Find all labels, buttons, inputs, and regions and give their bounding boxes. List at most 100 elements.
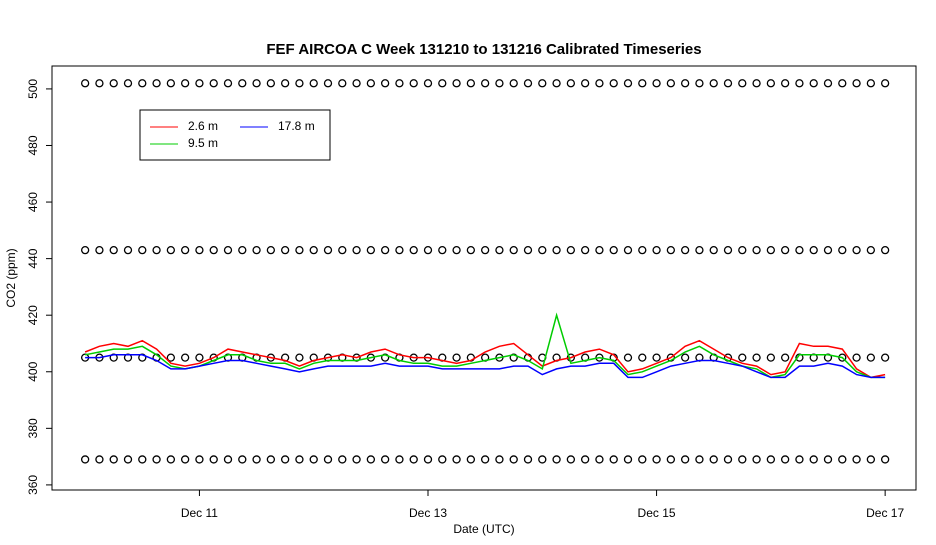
data-point [338,455,347,464]
data-point [580,79,590,88]
y-axis-label: CO2 (ppm) [4,248,18,307]
data-point [795,455,804,464]
data-point [852,455,861,464]
data-point [195,245,204,255]
data-point [838,455,847,464]
data-point [623,353,633,362]
data-point [852,245,861,255]
data-point [695,245,704,255]
data-point [623,79,633,88]
data-point [780,455,790,464]
data-point [295,353,304,362]
data-point [509,79,518,88]
data-point [123,79,133,88]
data-point [238,455,247,464]
data-point [695,455,704,464]
x-tick-label: Dec 11 [181,506,218,520]
data-point [423,79,433,88]
data-point [652,79,661,88]
data-point [423,455,433,464]
data-point [538,245,547,255]
data-point [695,79,704,88]
data-point [452,353,461,362]
data-point [652,245,661,255]
data-point [680,245,690,255]
data-point [152,455,161,464]
data-point [609,79,618,88]
data-point [423,245,433,255]
data-point [409,245,418,255]
data-point [752,455,761,464]
data-point [380,245,390,255]
chart-title: FEF AIRCOA C Week 131210 to 131216 Calib… [266,41,701,58]
data-point [738,79,747,88]
series-line [84,312,886,379]
data-point [109,455,118,464]
data-point [752,353,761,362]
data-point [95,455,104,464]
data-point [866,79,876,88]
data-point [166,455,176,464]
data-point [638,455,647,464]
data-point [409,455,418,464]
data-point [95,79,104,88]
data-point [138,455,147,464]
data-point [795,245,804,255]
data-point [80,79,90,88]
data-point [495,455,504,464]
data-point [509,245,518,255]
data-point [309,455,318,464]
data-point [80,455,90,464]
data-point [252,245,261,255]
data-point [252,79,261,88]
y-tick-label: 500 [26,79,40,99]
data-point [252,455,261,464]
data-point [880,245,890,255]
data-point [395,455,404,464]
y-tick-label: 480 [26,135,40,155]
data-point [180,455,190,464]
data-point [223,245,233,255]
y-tick-label: 380 [26,418,40,438]
series-line [84,339,886,379]
data-point [509,455,518,464]
data-point [266,245,276,255]
data-point [623,455,633,464]
data-point [152,245,161,255]
data-point [138,79,147,88]
data-point [295,79,304,88]
data-point [780,79,790,88]
data-point [480,245,490,255]
data-point [295,245,304,255]
data-point [80,245,90,255]
data-point [880,79,890,88]
data-point [323,79,333,88]
data-point [280,79,290,88]
data-point [738,455,747,464]
data-point [166,79,176,88]
y-tick-label: 460 [26,192,40,212]
data-point [666,79,676,88]
data-point [838,79,847,88]
data-point [309,79,318,88]
data-point [852,353,861,362]
data-point [552,79,561,88]
data-point [166,245,176,255]
data-point [466,245,476,255]
data-point [223,79,233,88]
data-point [395,245,404,255]
data-point [366,455,376,464]
data-point [123,455,133,464]
data-point [823,455,833,464]
data-point [323,455,333,464]
data-point [766,245,776,255]
data-point [180,245,190,255]
x-axis-label: Date (UTC) [453,522,514,536]
data-point [852,79,861,88]
data-point [266,79,276,88]
data-point [609,455,618,464]
data-point [209,245,218,255]
data-point [209,455,218,464]
data-point [195,353,204,362]
